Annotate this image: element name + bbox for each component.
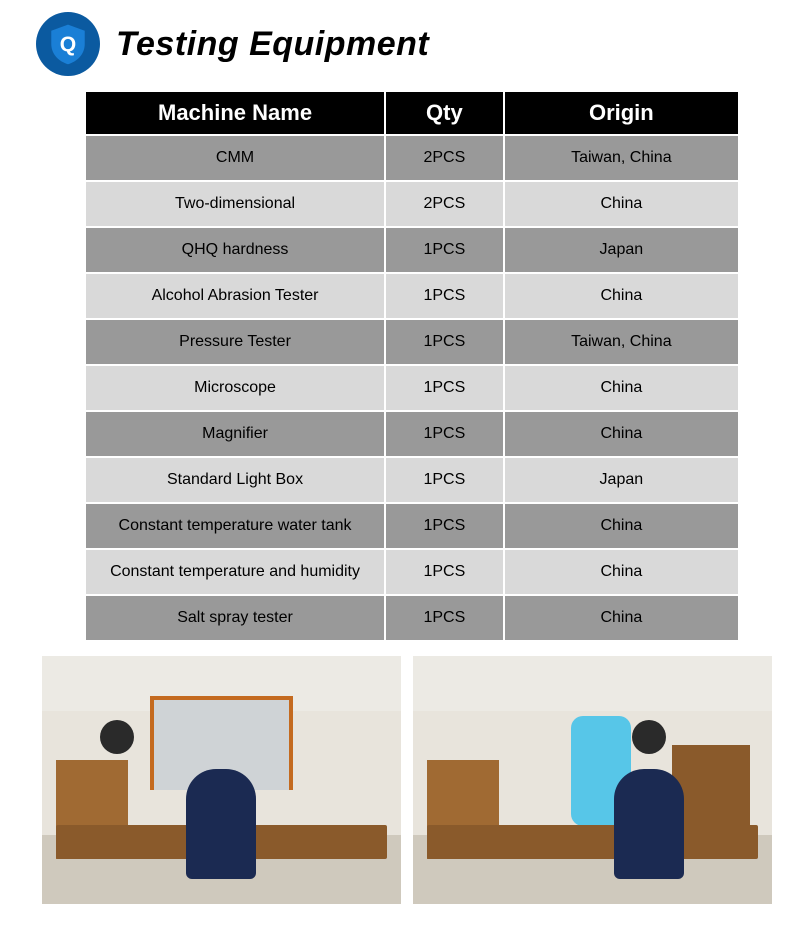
cell-origin: Taiwan, China <box>505 320 738 364</box>
table-row: Constant temperature water tank1PCSChina <box>86 504 738 548</box>
col-header-1: Qty <box>386 92 503 134</box>
cell-name: Alcohol Abrasion Tester <box>86 274 384 318</box>
cell-qty: 1PCS <box>386 274 503 318</box>
cell-qty: 1PCS <box>386 504 503 548</box>
cell-name: Magnifier <box>86 412 384 456</box>
table-row: Microscope1PCSChina <box>86 366 738 410</box>
cell-origin: Japan <box>505 458 738 502</box>
q-badge-icon: Q <box>36 12 100 76</box>
table-row: Alcohol Abrasion Tester1PCSChina <box>86 274 738 318</box>
cell-qty: 1PCS <box>386 596 503 640</box>
cell-qty: 1PCS <box>386 228 503 272</box>
cell-origin: Taiwan, China <box>505 136 738 180</box>
cell-name: Two-dimensional <box>86 182 384 226</box>
section-header: Q Testing Equipment <box>28 12 772 76</box>
cell-name: QHQ hardness <box>86 228 384 272</box>
cell-origin: China <box>505 550 738 594</box>
cell-qty: 1PCS <box>386 320 503 364</box>
cell-origin: China <box>505 504 738 548</box>
cell-name: CMM <box>86 136 384 180</box>
cell-origin: China <box>505 366 738 410</box>
cell-qty: 2PCS <box>386 182 503 226</box>
cell-name: Constant temperature water tank <box>86 504 384 548</box>
table-row: QHQ hardness1PCSJapan <box>86 228 738 272</box>
table-row: Standard Light Box1PCSJapan <box>86 458 738 502</box>
col-header-0: Machine Name <box>86 92 384 134</box>
cell-qty: 1PCS <box>386 458 503 502</box>
equipment-table-container: Machine NameQtyOrigin CMM2PCSTaiwan, Chi… <box>28 90 772 642</box>
badge-letter: Q <box>60 33 76 56</box>
cell-origin: China <box>505 274 738 318</box>
table-row: CMM2PCSTaiwan, China <box>86 136 738 180</box>
cell-name: Standard Light Box <box>86 458 384 502</box>
cell-origin: China <box>505 596 738 640</box>
cell-origin: China <box>505 182 738 226</box>
table-header-row: Machine NameQtyOrigin <box>86 92 738 134</box>
cell-name: Pressure Tester <box>86 320 384 364</box>
cell-name: Constant temperature and humidity <box>86 550 384 594</box>
table-row: Two-dimensional2PCSChina <box>86 182 738 226</box>
col-header-2: Origin <box>505 92 738 134</box>
lab-photo-1 <box>42 656 401 904</box>
lab-photo-2 <box>413 656 772 904</box>
cell-qty: 1PCS <box>386 550 503 594</box>
cell-name: Salt spray tester <box>86 596 384 640</box>
cell-name: Microscope <box>86 366 384 410</box>
shield-icon: Q <box>46 22 90 66</box>
photo-strip <box>28 656 772 904</box>
page-title: Testing Equipment <box>116 25 429 64</box>
cell-origin: Japan <box>505 228 738 272</box>
cell-qty: 1PCS <box>386 412 503 456</box>
cell-qty: 1PCS <box>386 366 503 410</box>
table-row: Pressure Tester1PCSTaiwan, China <box>86 320 738 364</box>
table-row: Magnifier1PCSChina <box>86 412 738 456</box>
table-row: Salt spray tester1PCSChina <box>86 596 738 640</box>
cell-qty: 2PCS <box>386 136 503 180</box>
table-row: Constant temperature and humidity1PCSChi… <box>86 550 738 594</box>
equipment-table: Machine NameQtyOrigin CMM2PCSTaiwan, Chi… <box>84 90 740 642</box>
cell-origin: China <box>505 412 738 456</box>
